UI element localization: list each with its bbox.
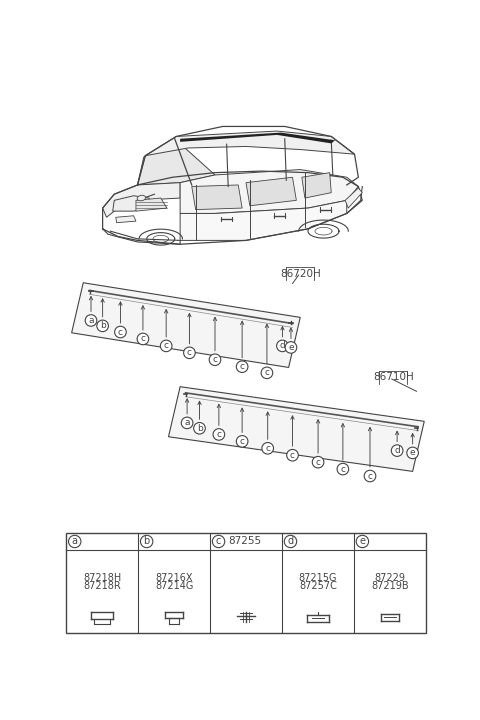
Text: c: c (164, 341, 168, 351)
Text: c: c (240, 362, 245, 372)
Text: a: a (88, 316, 94, 325)
Text: d: d (288, 536, 294, 546)
Circle shape (212, 535, 225, 548)
Text: c: c (216, 430, 221, 439)
Text: 86720H: 86720H (280, 269, 321, 279)
Polygon shape (180, 169, 359, 213)
Circle shape (276, 340, 288, 351)
Circle shape (407, 447, 419, 459)
Circle shape (85, 315, 97, 326)
Circle shape (391, 445, 403, 456)
Text: c: c (340, 464, 346, 474)
Circle shape (209, 354, 221, 366)
Text: 87229: 87229 (374, 572, 405, 582)
Circle shape (69, 535, 81, 548)
Circle shape (285, 342, 297, 354)
Text: d: d (394, 446, 400, 455)
Text: a: a (72, 536, 78, 546)
Polygon shape (246, 177, 296, 206)
Polygon shape (113, 196, 149, 211)
Circle shape (236, 436, 248, 447)
Circle shape (337, 463, 348, 475)
Circle shape (115, 326, 126, 338)
Circle shape (262, 443, 274, 454)
Polygon shape (192, 185, 242, 210)
Text: 87218H: 87218H (83, 572, 121, 582)
Text: 87257C: 87257C (299, 581, 337, 591)
Circle shape (261, 367, 273, 379)
Text: c: c (368, 472, 372, 480)
Text: 86710H: 86710H (373, 372, 414, 382)
Text: c: c (240, 437, 245, 446)
Circle shape (236, 361, 248, 372)
Text: c: c (264, 369, 269, 377)
Polygon shape (136, 198, 167, 211)
Circle shape (137, 333, 149, 345)
Circle shape (97, 320, 108, 332)
Text: e: e (360, 536, 365, 546)
Circle shape (213, 428, 225, 440)
Text: 87214G: 87214G (155, 581, 193, 591)
Circle shape (364, 470, 376, 482)
Text: c: c (315, 458, 321, 467)
Polygon shape (180, 200, 347, 240)
Text: b: b (197, 424, 203, 433)
Polygon shape (72, 283, 300, 367)
Text: c: c (141, 335, 145, 343)
Text: c: c (213, 355, 217, 364)
Polygon shape (116, 216, 136, 222)
Text: c: c (187, 348, 192, 357)
Circle shape (356, 535, 369, 548)
Text: c: c (290, 451, 295, 460)
Polygon shape (345, 188, 362, 208)
Bar (66, 533, 426, 633)
Text: a: a (184, 418, 190, 428)
Text: e: e (410, 449, 415, 457)
Polygon shape (103, 183, 180, 217)
Polygon shape (302, 173, 331, 198)
Circle shape (194, 423, 205, 434)
Text: c: c (216, 536, 221, 546)
Circle shape (312, 456, 324, 468)
Circle shape (284, 535, 297, 548)
Text: c: c (118, 328, 123, 336)
Text: 87219B: 87219B (371, 581, 408, 591)
Circle shape (181, 417, 193, 428)
Text: 87218R: 87218R (84, 581, 121, 591)
Polygon shape (137, 139, 215, 185)
Text: 87216X: 87216X (156, 572, 193, 582)
Polygon shape (180, 132, 335, 143)
Polygon shape (168, 387, 424, 472)
Text: 87215G: 87215G (299, 572, 337, 582)
Text: d: d (279, 341, 285, 351)
Ellipse shape (137, 195, 145, 201)
Text: 87255: 87255 (228, 536, 261, 546)
Text: b: b (100, 321, 106, 330)
Circle shape (184, 347, 195, 359)
Text: b: b (144, 536, 150, 546)
Circle shape (141, 535, 153, 548)
Text: c: c (265, 444, 270, 453)
Circle shape (287, 449, 298, 461)
Text: e: e (288, 343, 294, 352)
Circle shape (160, 340, 172, 351)
Polygon shape (145, 131, 355, 156)
